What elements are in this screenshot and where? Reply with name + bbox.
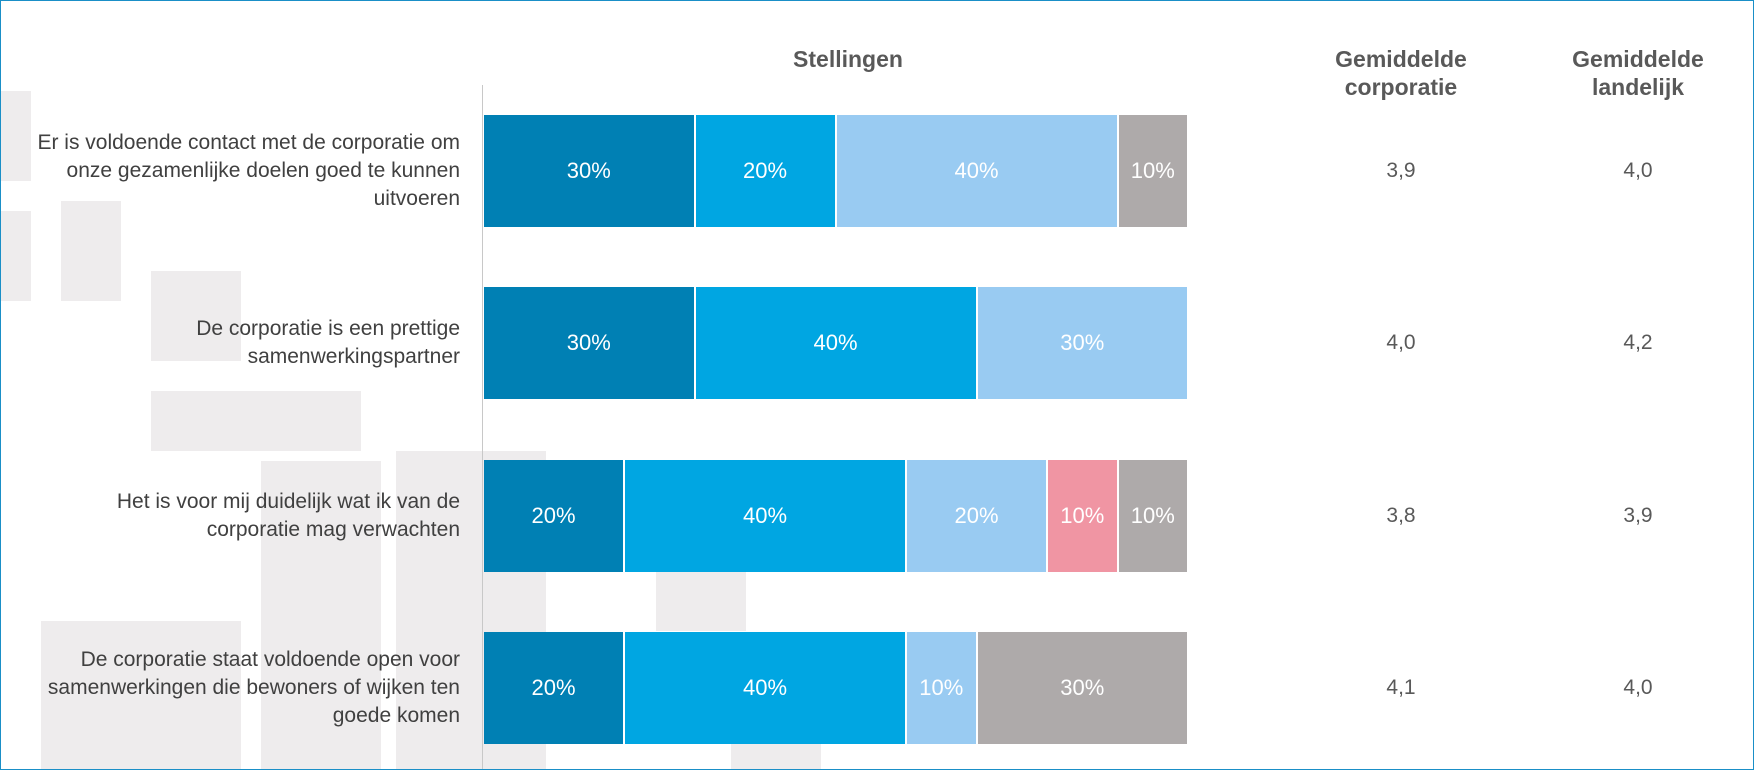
bar-segment: 20% [907, 460, 1048, 572]
data-label: 40% [813, 330, 857, 356]
bar-segment: 30% [484, 287, 696, 399]
decoration [656, 571, 746, 631]
axis-line [482, 85, 483, 770]
bar-segment: 40% [696, 287, 978, 399]
data-label: 20% [531, 675, 575, 701]
decoration [151, 391, 361, 451]
average-value: 4,0 [1321, 331, 1481, 355]
average-value: 4,2 [1558, 331, 1718, 355]
data-label: 10% [1131, 158, 1175, 184]
category-label: De corporatie staat voldoende open voor … [21, 632, 460, 744]
data-label: 40% [954, 158, 998, 184]
decoration [731, 741, 821, 770]
bar-segment: 30% [484, 115, 696, 227]
average-value: 3,9 [1321, 159, 1481, 183]
bar-segment: 30% [978, 287, 1190, 399]
data-label: 10% [1060, 503, 1104, 529]
bar-segment: 10% [907, 632, 978, 744]
data-label: 20% [743, 158, 787, 184]
data-label: 10% [1131, 503, 1175, 529]
bar-segment: 20% [696, 115, 837, 227]
data-label: 30% [567, 330, 611, 356]
data-label: 20% [954, 503, 998, 529]
data-label: 20% [531, 503, 575, 529]
average-value: 4,0 [1558, 159, 1718, 183]
column-header: Gemiddelde corporatie [1291, 45, 1511, 101]
bar-segment: 40% [625, 460, 907, 572]
data-label: 30% [567, 158, 611, 184]
chart-title: Stellingen [648, 45, 1048, 73]
average-value: 4,0 [1558, 676, 1718, 700]
chart: Stellingen Gemiddelde corporatie Gemiddel… [0, 0, 1754, 770]
data-label: 40% [743, 675, 787, 701]
data-label: 10% [919, 675, 963, 701]
bar-segment: 10% [1048, 460, 1119, 572]
average-value: 4,1 [1321, 676, 1481, 700]
bar-segment: 40% [625, 632, 907, 744]
average-value: 3,8 [1321, 504, 1481, 528]
category-label: Het is voor mij duidelijk wat ik van de … [21, 460, 460, 572]
bar-segment: 30% [978, 632, 1190, 744]
bar-segment: 10% [1119, 460, 1190, 572]
data-label: 30% [1060, 330, 1104, 356]
category-label: De corporatie is een prettige samenwerki… [21, 287, 460, 399]
column-header: Gemiddelde landelijk [1528, 45, 1748, 101]
data-label: 30% [1060, 675, 1104, 701]
bar-segment: 10% [1119, 115, 1190, 227]
category-label: Er is voldoende contact met de corporati… [21, 115, 460, 227]
bar-segment: 20% [484, 632, 625, 744]
bar-segment: 40% [837, 115, 1119, 227]
data-label: 40% [743, 503, 787, 529]
bar-segment: 20% [484, 460, 625, 572]
average-value: 3,9 [1558, 504, 1718, 528]
